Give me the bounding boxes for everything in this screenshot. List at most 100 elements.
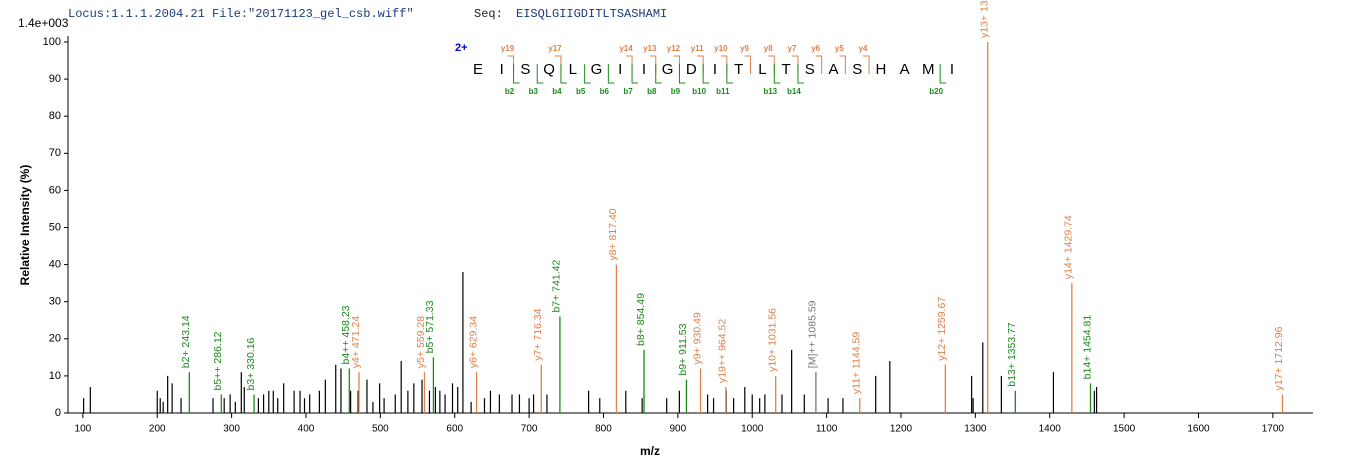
b-cleavage [513,64,520,84]
y-cleavage [626,55,633,74]
b-cleavage [607,64,615,84]
y-tick-label: 60 [49,184,61,196]
y-tick-label: 10 [49,370,61,382]
y-ion-tag: y10 [714,44,728,53]
b-cleavage [939,64,947,84]
x-tick-label: 700 [521,424,538,435]
y-ion-tag: y7 [787,44,796,53]
ion-label: b8+ 854.49 [635,293,647,346]
x-tick-label: 900 [670,424,687,435]
y-tick-label: 30 [49,296,61,308]
ion-label: y13+ 1316.66 [979,0,991,38]
residue: E [473,61,483,78]
x-axis-label: m/z [640,444,660,458]
y-cleavage [768,55,775,74]
x-tick-label: 1500 [1113,424,1136,435]
ion-label: [M]++ 1085.59 [807,300,819,368]
seq-label: Seq: [474,7,503,21]
ion-label: b5++ 286.12 [212,331,224,390]
x-tick-label: 1200 [890,424,913,435]
b-ion-tag: b7 [623,87,633,96]
residue: S [520,61,530,78]
residue: Q [543,61,555,78]
b-cleavage [773,64,781,84]
y-ion-tag: y14 [619,44,633,53]
ion-label: y12+ 1259.67 [936,297,948,361]
b-ion-tag: b2 [505,87,515,96]
ion-label: b9+ 911.53 [677,323,689,375]
y-tick-label: 90 [49,73,61,85]
y-cleavage [507,55,515,74]
y-cleavage [720,55,728,74]
y-ion-tag: y5 [835,44,844,53]
y-tick-label: 40 [49,259,61,271]
b-cleavage [631,64,639,84]
residue: G [591,61,603,78]
ion-label: y7+ 716.34 [532,308,544,360]
x-tick-label: 400 [298,424,315,435]
b-cleavage [726,64,733,84]
b-cleavage [536,64,544,84]
ion-label: b13+ 1353.77 [1006,322,1018,387]
ion-label: b2+ 243.14 [180,315,192,368]
residue: T [734,61,743,78]
y-ion-tag: y19 [501,44,515,53]
ion-label: y9+ 930.49 [691,312,703,364]
chart-title: Locus:1.1.1.2004.21 File:"20171123_gel_c… [68,7,414,21]
ion-label: y6+ 629.34 [467,316,479,368]
residue: D [686,61,697,78]
x-tick-label: 1100 [816,424,838,435]
ion-label: y17+ 1712.96 [1273,326,1285,390]
y-ion-tag: y8 [764,44,773,53]
b-ion-tag: b14 [787,87,801,96]
x-tick-label: 300 [223,424,240,435]
y-tick-label: 20 [49,333,61,345]
y-tick-label: 0 [55,407,61,419]
ion-label: y14+ 1429.74 [1063,215,1075,279]
b-ion-tag: b8 [647,87,657,96]
y-ion-tag: y6 [811,44,820,53]
y-cleavage [839,55,846,74]
x-tick-label: 1600 [1187,424,1210,435]
residue: M [922,61,935,78]
y-ion-tag: y13 [643,44,657,53]
y-tick-label: 80 [49,110,61,122]
charge-label: 2+ [455,42,468,54]
b-cleavage [655,64,662,84]
y-cleavage [815,55,823,74]
x-tick-label: 1700 [1262,424,1285,435]
residue: T [782,61,791,78]
b-cleavage [560,64,567,84]
ion-label: b5+ 571.33 [424,300,436,353]
residue: I [642,61,646,78]
ion-label: y5+ 559.28 [415,316,427,368]
b-ion-tag: b9 [671,87,681,96]
x-tick-label: 500 [372,424,389,435]
residue: S [805,61,815,78]
ion-label: y4+ 471.24 [350,316,362,368]
x-tick-label: 100 [75,424,92,435]
ion-label: y8+ 817.40 [607,208,619,260]
ion-label: b4++ 458.23 [340,305,352,364]
sequence: EISQLGIIGDITLTSASHAMI [516,7,667,21]
x-tick-label: 800 [595,424,612,435]
y-axis-label: Relative Intensity (%) [18,165,32,286]
y-cleavage [554,55,562,74]
y-cleavage [744,55,752,74]
ion-label: b3+ 330.16 [245,337,257,390]
residue: L [569,61,577,78]
residue: I [618,61,622,78]
y-tick-label: 70 [49,147,61,159]
scale-label: 1.4e+003 [18,16,69,30]
ion-label: y10+ 1031.56 [766,308,778,372]
residue: G [662,61,674,78]
b-cleavage [797,64,804,84]
y-cleavage [673,55,680,74]
x-tick-label: 200 [149,424,166,435]
y-cleavage [863,55,870,74]
y-cleavage [649,55,657,74]
x-tick-label: 600 [446,424,463,435]
b-ion-tag: b20 [929,87,943,96]
b-ion-tag: b6 [600,87,610,96]
